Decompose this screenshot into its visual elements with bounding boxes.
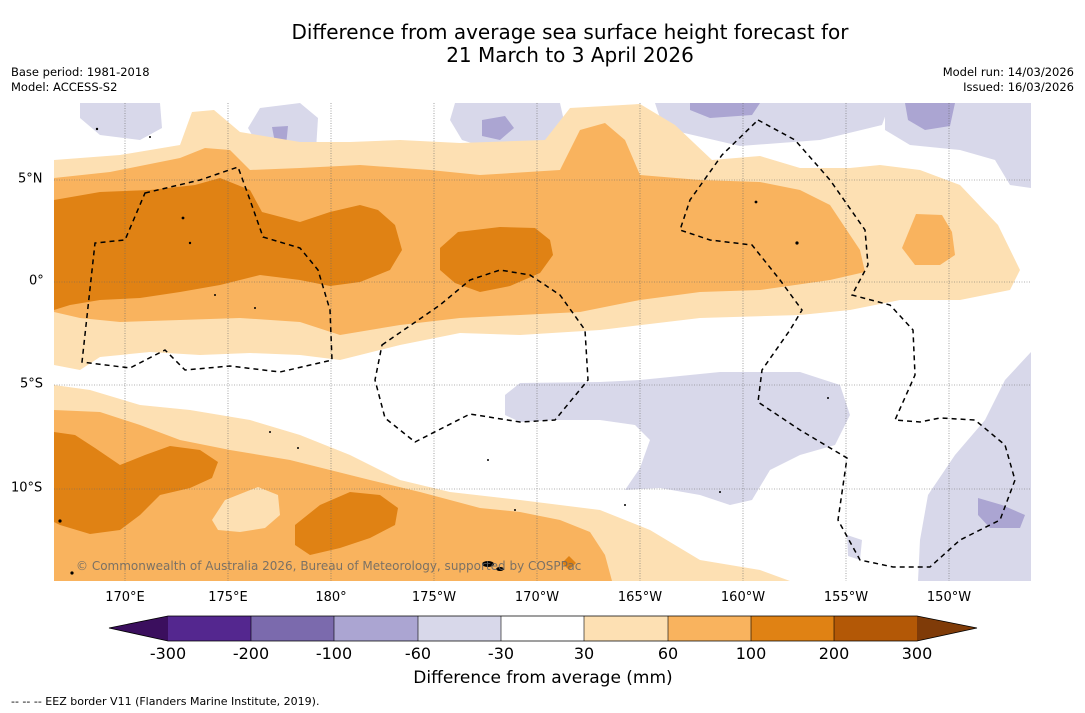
meta-right: Model run: 14/03/2026 Issued: 16/03/2026 [943,65,1074,95]
island-speck [214,294,216,296]
colorbar-tick-label: 30 [573,644,595,663]
issued-text: Issued: 16/03/2026 [963,80,1074,94]
colorbar-extend-high [917,616,977,641]
colorbar-segment [418,616,501,641]
lat-label-10s: 10°S [11,480,43,496]
colorbar-tick-label: -300 [149,644,187,663]
island-speck [754,200,758,204]
colorbar-outline [108,615,978,642]
lon-label-155w: 155°W [823,590,869,605]
lon-label-150w: 150°W [926,590,972,605]
island-speck [149,136,151,138]
island-speck [624,504,626,506]
colorbar [108,615,978,642]
island-speck [58,519,62,523]
colorbar-segment [251,616,334,641]
pos-band-north-60-east [902,214,955,265]
colorbar-segment [334,616,418,641]
base-period-text: Base period: 1981-2018 [11,65,150,79]
colorbar-tick-label: 200 [818,644,850,663]
lon-label-170e: 170°E [105,590,145,605]
colorbar-tick-label: 300 [901,644,933,663]
eez-border-central [374,269,589,443]
island-speck [297,447,299,449]
island-speck [70,571,74,575]
island-speck [827,397,829,399]
neg-core-5 [978,498,1025,528]
island-speck [181,216,185,220]
eez-border-line-islands [679,119,1016,568]
colorbar-tick-label: -100 [315,644,353,663]
island-speck [496,567,504,571]
lon-label-170w: 170°W [514,590,560,605]
island-speck [95,127,99,131]
neg-core-4 [905,103,955,130]
colorbar-extend-low [109,616,168,641]
colorbar-tick-label: -60 [404,644,432,663]
eez-footnote: -- -- -- EEZ border V11 (Flanders Marine… [11,695,320,708]
lon-label-160w: 160°W [720,590,766,605]
lon-label-175w: 175°W [411,590,457,605]
colorbar-tick-label: -30 [487,644,515,663]
colorbar-segment [501,616,584,641]
title-line-2: 21 March to 3 April 2026 [446,43,694,67]
island-speck [482,561,494,567]
neg-region-nw [80,103,162,140]
model-run-text: Model run: 14/03/2026 [942,65,1074,79]
island-speck [795,241,799,245]
colorbar-segment [834,616,917,641]
model-text: Model: ACCESS-S2 [11,80,118,94]
meta-left: Base period: 1981-2018 Model: ACCESS-S2 [11,65,150,95]
colorbar-segment [168,616,251,641]
colorbar-title: Difference from average (mm) [413,668,673,688]
lat-label-5n: 5°N [18,171,43,187]
neg-core-2 [482,116,514,140]
pos-band-south-100-west [54,432,218,534]
neg-core-3 [690,103,760,118]
pos-small-spot [562,556,576,570]
colorbar-segment [751,616,834,641]
island-speck [188,241,192,245]
colorbar-segment [668,616,751,641]
copyright-notice: © Commonwealth of Australia 2026, Bureau… [76,559,582,573]
map-title: Difference from average sea surface heig… [0,21,1085,67]
colorbar-tick-label: -200 [232,644,270,663]
pos-band-south-100-central [295,492,398,555]
pos-band-north-100-central [440,227,553,292]
lat-label-5s: 5°S [20,376,44,392]
island-speck [719,491,721,493]
eez-border-kiribati-west [81,166,333,373]
title-line-1: Difference from average sea surface heig… [291,20,849,44]
colorbar-tick-label: 60 [657,644,679,663]
colorbar-segment [584,616,668,641]
colorbar-tick-label: 100 [735,644,767,663]
pos-pocket-south [212,487,280,532]
lon-label-165w: 165°W [617,590,663,605]
lat-label-0: 0° [29,273,44,289]
island-speck [487,459,489,461]
island-speck [514,509,516,511]
lon-label-180: 180° [315,590,347,605]
neg-region-small [847,535,862,560]
island-speck [254,307,256,309]
lon-label-175e: 175°E [208,590,248,605]
island-speck [269,431,271,433]
